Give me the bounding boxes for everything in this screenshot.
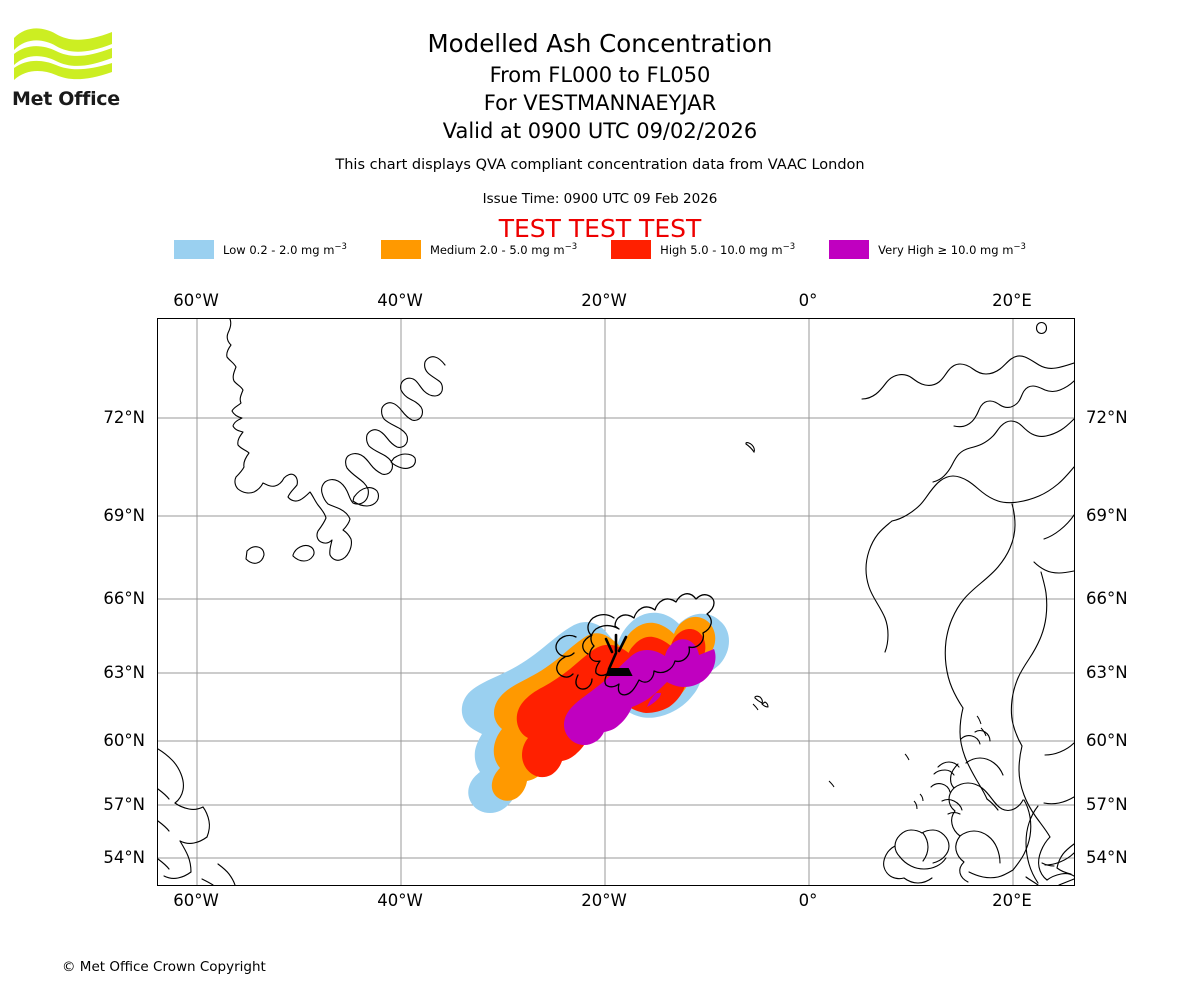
lon-tick-top-60w: 60°W <box>173 291 219 310</box>
lat-tick-left-63n: 63°N <box>103 663 145 682</box>
qva-note: This chart displays QVA compliant concen… <box>335 157 865 173</box>
lat-tick-right-60n: 60°N <box>1086 731 1128 750</box>
met-office-wordmark: Met Office <box>12 88 120 110</box>
lon-tick-top-40w: 40°W <box>377 291 423 310</box>
coastline-iceland <box>555 593 715 696</box>
legend-label-low: Low 0.2 - 2.0 mg m−3 <box>223 242 347 257</box>
valid-time-line: Valid at 0900 UTC 09/02/2026 <box>442 119 758 144</box>
legend-swatch-very-high <box>829 240 870 259</box>
legend-label-medium: Medium 2.0 - 5.0 mg m−3 <box>429 242 578 257</box>
lon-tick-bottom-60w: 60°W <box>173 891 219 910</box>
legend-item-low: Low 0.2 - 2.0 mg m−3 <box>174 240 381 259</box>
flight-level-line: From FL000 to FL050 <box>489 62 711 87</box>
lon-tick-bottom-0: 0° <box>798 891 818 910</box>
legend-label-very-high: Very High ≥ 10.0 mg m−3 <box>878 242 1026 257</box>
volcano-name-line: For VESTMANNAEYJAR <box>483 90 717 115</box>
title-block: Modelled Ash Concentration From FL000 to… <box>0 28 1200 146</box>
lon-tick-top-20e: 20°E <box>992 291 1032 310</box>
lat-tick-left-57n: 57°N <box>103 795 145 814</box>
legend-item-medium: Medium 2.0 - 5.0 mg m−3 <box>380 240 611 259</box>
map-graphic <box>158 319 1074 885</box>
wave-logo-icon <box>14 28 112 80</box>
lat-tick-right-69n: 69°N <box>1086 506 1128 525</box>
coastline-denmark <box>1038 836 1074 881</box>
lat-tick-left-69n: 69°N <box>103 506 145 525</box>
lon-tick-top-0: 0° <box>798 291 818 310</box>
lon-tick-bottom-20e: 20°E <box>992 891 1032 910</box>
coastline-small-islands <box>752 703 910 788</box>
legend-item-very-high: Very High ≥ 10.0 mg m−3 <box>829 240 1026 259</box>
legend-swatch-medium <box>380 240 421 259</box>
legend-swatch-high <box>611 240 652 259</box>
legend-item-high: High 5.0 - 10.0 mg m−3 <box>611 240 829 259</box>
lon-tick-bottom-40w: 40°W <box>377 891 423 910</box>
coastline-jan-mayen <box>745 442 755 454</box>
copyright-notice: © Met Office Crown Copyright <box>62 959 266 975</box>
coastline-great-britain <box>930 729 1032 883</box>
lat-tick-left-54n: 54°N <box>103 848 145 867</box>
coastline-northeast-america <box>158 748 236 885</box>
test-banner: TEST TEST TEST <box>498 214 702 243</box>
volcano-marker-icon[interactable] <box>604 633 633 676</box>
coastline-ireland <box>883 829 950 884</box>
lon-tick-bottom-20w: 20°W <box>581 891 627 910</box>
graticule-grid <box>158 319 1074 885</box>
ash-plume-very-high <box>564 639 716 746</box>
concentration-legend: Low 0.2 - 2.0 mg m−3 Medium 2.0 - 5.0 mg… <box>0 240 1200 259</box>
map-canvas[interactable] <box>157 318 1075 886</box>
lat-tick-right-54n: 54°N <box>1086 848 1128 867</box>
coastline-northern-isles <box>913 715 987 810</box>
lat-tick-right-57n: 57°N <box>1086 795 1128 814</box>
lat-tick-right-66n: 66°N <box>1086 589 1128 608</box>
lat-tick-left-72n: 72°N <box>103 408 145 427</box>
legend-swatch-low <box>174 240 215 259</box>
lon-tick-top-20w: 20°W <box>581 291 627 310</box>
met-office-logo: Met Office <box>12 24 132 114</box>
lat-tick-right-72n: 72°N <box>1086 408 1128 427</box>
coastline-greenland <box>226 319 446 564</box>
lat-tick-right-63n: 63°N <box>1086 663 1128 682</box>
legend-label-high: High 5.0 - 10.0 mg m−3 <box>660 242 796 257</box>
coastline-faroe-islands <box>754 695 769 708</box>
coastline-bear-island <box>1035 321 1048 335</box>
issue-time: Issue Time: 0900 UTC 09 Feb 2026 <box>482 191 718 207</box>
lat-tick-left-66n: 66°N <box>103 589 145 608</box>
page-title: Modelled Ash Concentration <box>427 29 773 58</box>
coastline-western-europe <box>986 798 1074 885</box>
lat-tick-left-60n: 60°N <box>103 731 145 750</box>
coastline-scandinavia <box>861 355 1074 884</box>
